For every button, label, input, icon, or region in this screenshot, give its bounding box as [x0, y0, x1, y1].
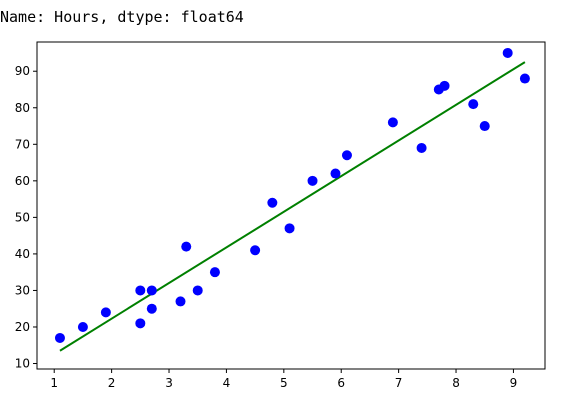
- y-tick-label: 80: [15, 101, 30, 115]
- regression-line-layer: [59, 61, 526, 352]
- data-points-layer: [54, 47, 530, 343]
- data-point: [330, 168, 341, 179]
- x-tick-label: 3: [165, 376, 173, 390]
- y-tick-label: 50: [15, 210, 30, 224]
- data-point: [54, 332, 65, 343]
- data-point: [307, 175, 318, 186]
- y-tick-label: 30: [15, 283, 30, 297]
- x-tick-label: 1: [50, 376, 58, 390]
- plot-frame: [36, 41, 546, 370]
- data-point: [519, 73, 530, 84]
- y-tick-label: 20: [15, 320, 30, 334]
- output-text: Name: Hours, dtype: float64: [0, 8, 244, 26]
- data-point: [502, 47, 513, 58]
- y-tick-label: 90: [15, 64, 30, 78]
- data-point: [284, 223, 295, 234]
- y-tick-label: 60: [15, 174, 30, 188]
- axis-ticks: 1 2 3 4 5 6 7 8 9 10 20 30 40 50 60 70 80 90: [15, 64, 518, 390]
- data-point: [100, 307, 111, 318]
- x-tick-label: 9: [510, 376, 518, 390]
- data-point: [267, 197, 278, 208]
- data-point: [146, 285, 157, 296]
- y-tick-label: 70: [15, 137, 30, 151]
- data-point: [468, 99, 479, 110]
- data-point: [341, 150, 352, 161]
- regression-line: [59, 61, 526, 352]
- y-tick-label: 40: [15, 247, 30, 261]
- x-tick-label: 8: [452, 376, 460, 390]
- x-tick-label: 4: [223, 376, 231, 390]
- x-tick-label: 5: [280, 376, 288, 390]
- data-point: [135, 318, 146, 329]
- x-tick-label: 6: [337, 376, 345, 390]
- y-tick-label: 10: [15, 357, 30, 371]
- data-point: [439, 80, 450, 91]
- data-point: [416, 142, 427, 153]
- data-point: [387, 117, 398, 128]
- data-point: [77, 321, 88, 332]
- data-point: [250, 245, 261, 256]
- data-point: [146, 303, 157, 314]
- data-point: [479, 121, 490, 132]
- x-tick-label: 2: [108, 376, 116, 390]
- data-point: [175, 296, 186, 307]
- data-point: [192, 285, 203, 296]
- data-point: [181, 241, 192, 252]
- data-point: [135, 285, 146, 296]
- x-tick-label: 7: [395, 376, 403, 390]
- data-point: [209, 267, 220, 278]
